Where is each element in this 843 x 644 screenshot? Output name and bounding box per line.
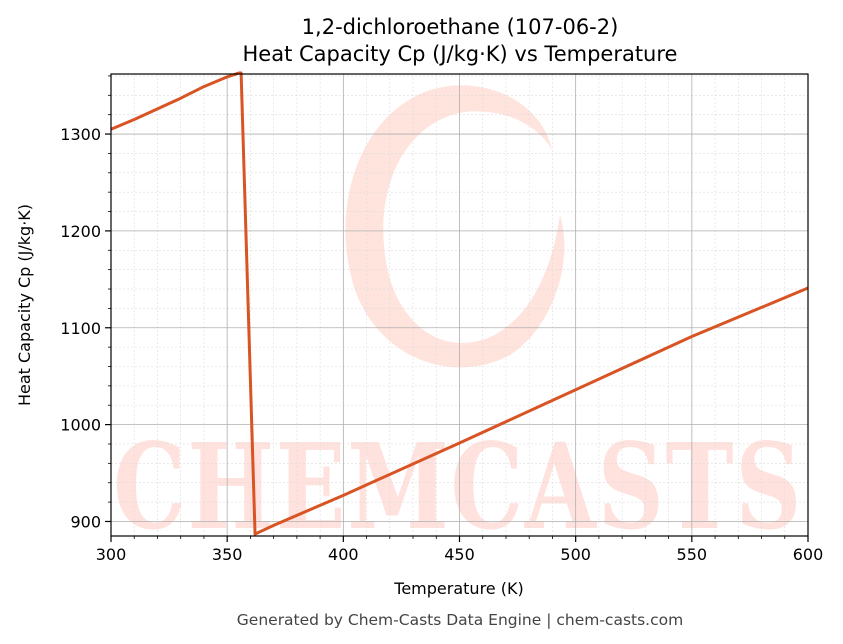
y-axis-label: Heat Capacity Cp (J/kg·K) <box>15 204 34 406</box>
footer-credit: Generated by Chem-Casts Data Engine | ch… <box>237 611 683 629</box>
watermark-text: CHEMCASTS <box>113 417 803 556</box>
x-axis: 300 350 400 450 500 550 600 <box>96 536 824 564</box>
x-tick-label: 350 <box>212 545 243 564</box>
y-axis: 900 1000 1100 1200 1300 <box>60 75 111 531</box>
chart-title: 1,2-dichloroethane (107-06-2) <box>302 15 619 39</box>
x-tick-label: 600 <box>793 545 824 564</box>
x-tick-label: 400 <box>328 545 359 564</box>
y-tick-label: 1300 <box>60 125 101 144</box>
y-tick-label: 1100 <box>60 319 101 338</box>
watermark-logo-swirl <box>345 85 565 368</box>
chemcasts-watermark: CHEMCASTS <box>113 85 803 556</box>
x-tick-label: 550 <box>677 545 708 564</box>
plot-area: CHEMCASTS <box>110 71 809 556</box>
y-tick-label: 1200 <box>60 222 101 241</box>
x-axis-label: Temperature (K) <box>393 579 523 598</box>
heat-capacity-line <box>110 71 809 536</box>
y-tick-label: 1000 <box>60 416 101 435</box>
x-tick-label: 500 <box>560 545 591 564</box>
y-tick-label: 900 <box>70 512 101 531</box>
chart-subtitle: Heat Capacity Cp (J/kg·K) vs Temperature <box>243 42 678 66</box>
x-tick-label: 300 <box>96 545 127 564</box>
x-tick-label: 450 <box>444 545 475 564</box>
